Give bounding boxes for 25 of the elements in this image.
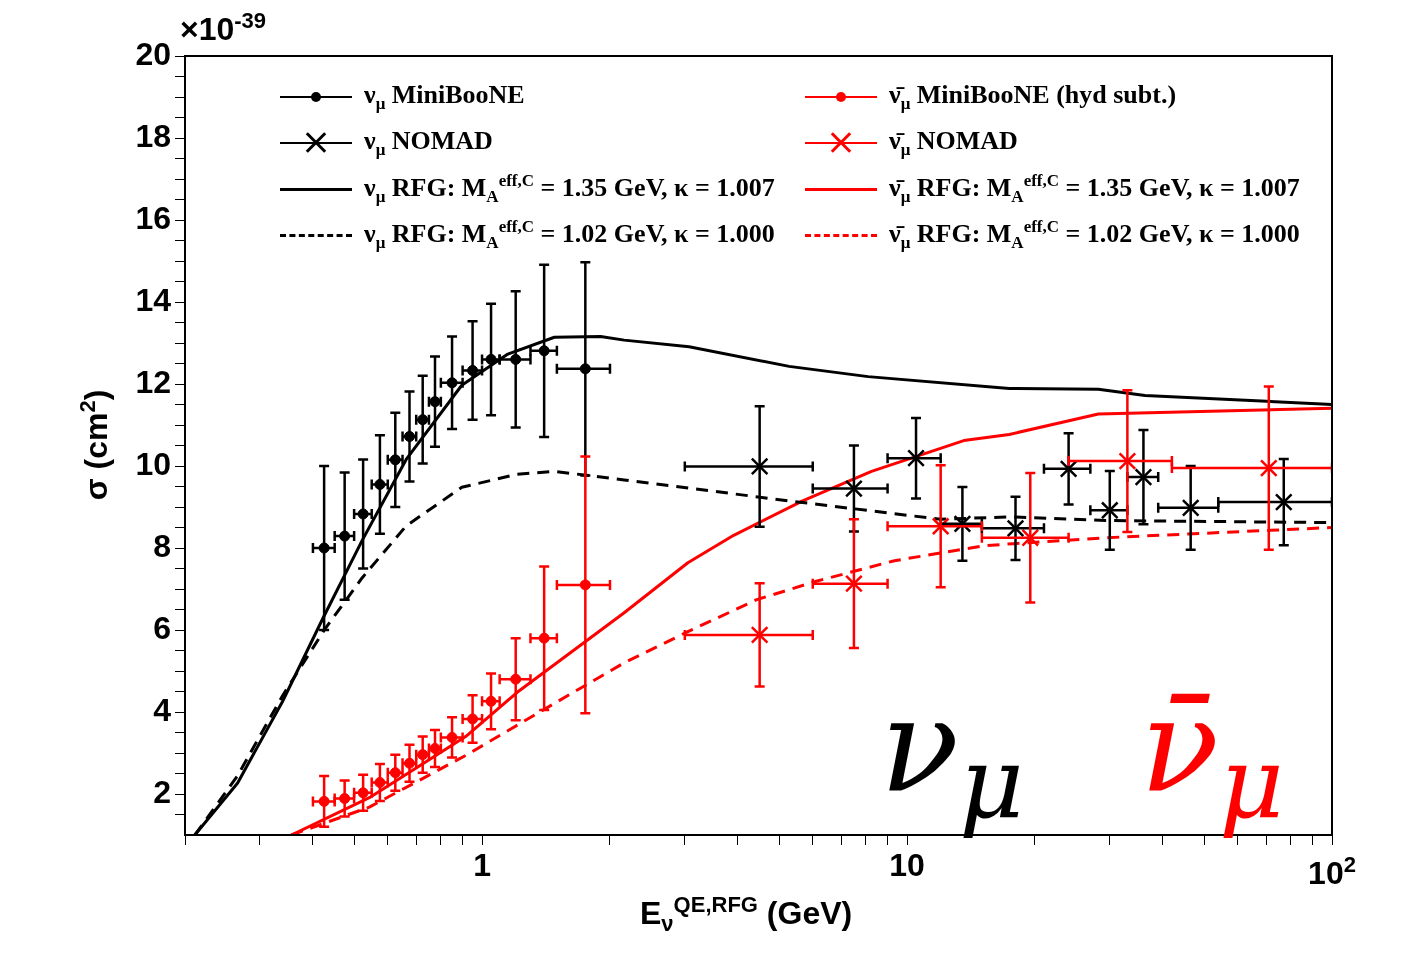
legend-label: ν̄$_{μ}$ NOMAD bbox=[889, 125, 1018, 161]
legend-label: ν$_{μ}$ RFG: M$_{A}$$^{eff,C}$ = 1.02 GeV, κ = 1.000 bbox=[364, 217, 775, 253]
y-tick-label: 6 bbox=[153, 609, 171, 646]
y-tick-label: 16 bbox=[135, 199, 171, 236]
legend-label: ν̄$_{μ}$ RFG: M$_{A}$$^{eff,C}$ = 1.35 GeV, κ = 1.007 bbox=[889, 171, 1300, 207]
y-tick-label: 2 bbox=[153, 773, 171, 810]
x-tick-label: 10 bbox=[889, 846, 925, 885]
y-tick-label: 4 bbox=[153, 691, 172, 728]
y-tick-label: 20 bbox=[135, 35, 171, 72]
legend-label: ν$_{μ}$ MiniBooNE bbox=[364, 79, 525, 115]
x-tick-label: 10$^{2}$ bbox=[1308, 851, 1356, 893]
legend-label: ν̄$_{μ}$ MiniBooNE (hyd subt.) bbox=[889, 79, 1177, 115]
annotation: ν$_{μ}$ bbox=[880, 669, 1025, 841]
x-axis-title: E$_{ν}$$^{QE,RFG}$ (GeV) bbox=[640, 892, 853, 938]
x-tick-label: 1 bbox=[473, 846, 491, 885]
annotation: ν̄$_{μ}$ bbox=[1140, 669, 1285, 841]
y-tick-label: 14 bbox=[135, 281, 172, 318]
text: ×10$^{-39}$ bbox=[180, 8, 267, 48]
legend-label: ν̄$_{μ}$ RFG: M$_{A}$$^{eff,C}$ = 1.02 GeV, κ = 1.000 bbox=[889, 217, 1300, 253]
legend-label: ν$_{μ}$ NOMAD bbox=[364, 125, 493, 161]
y-tick-label: 12 bbox=[135, 363, 171, 400]
legend-label: ν$_{μ}$ RFG: M$_{A}$$^{eff,C}$ = 1.35 GeV, κ = 1.007 bbox=[364, 171, 775, 207]
y-tick-label: 10 bbox=[135, 445, 171, 482]
y-tick-label: 8 bbox=[153, 527, 171, 564]
y-tick-label: 18 bbox=[135, 117, 171, 154]
